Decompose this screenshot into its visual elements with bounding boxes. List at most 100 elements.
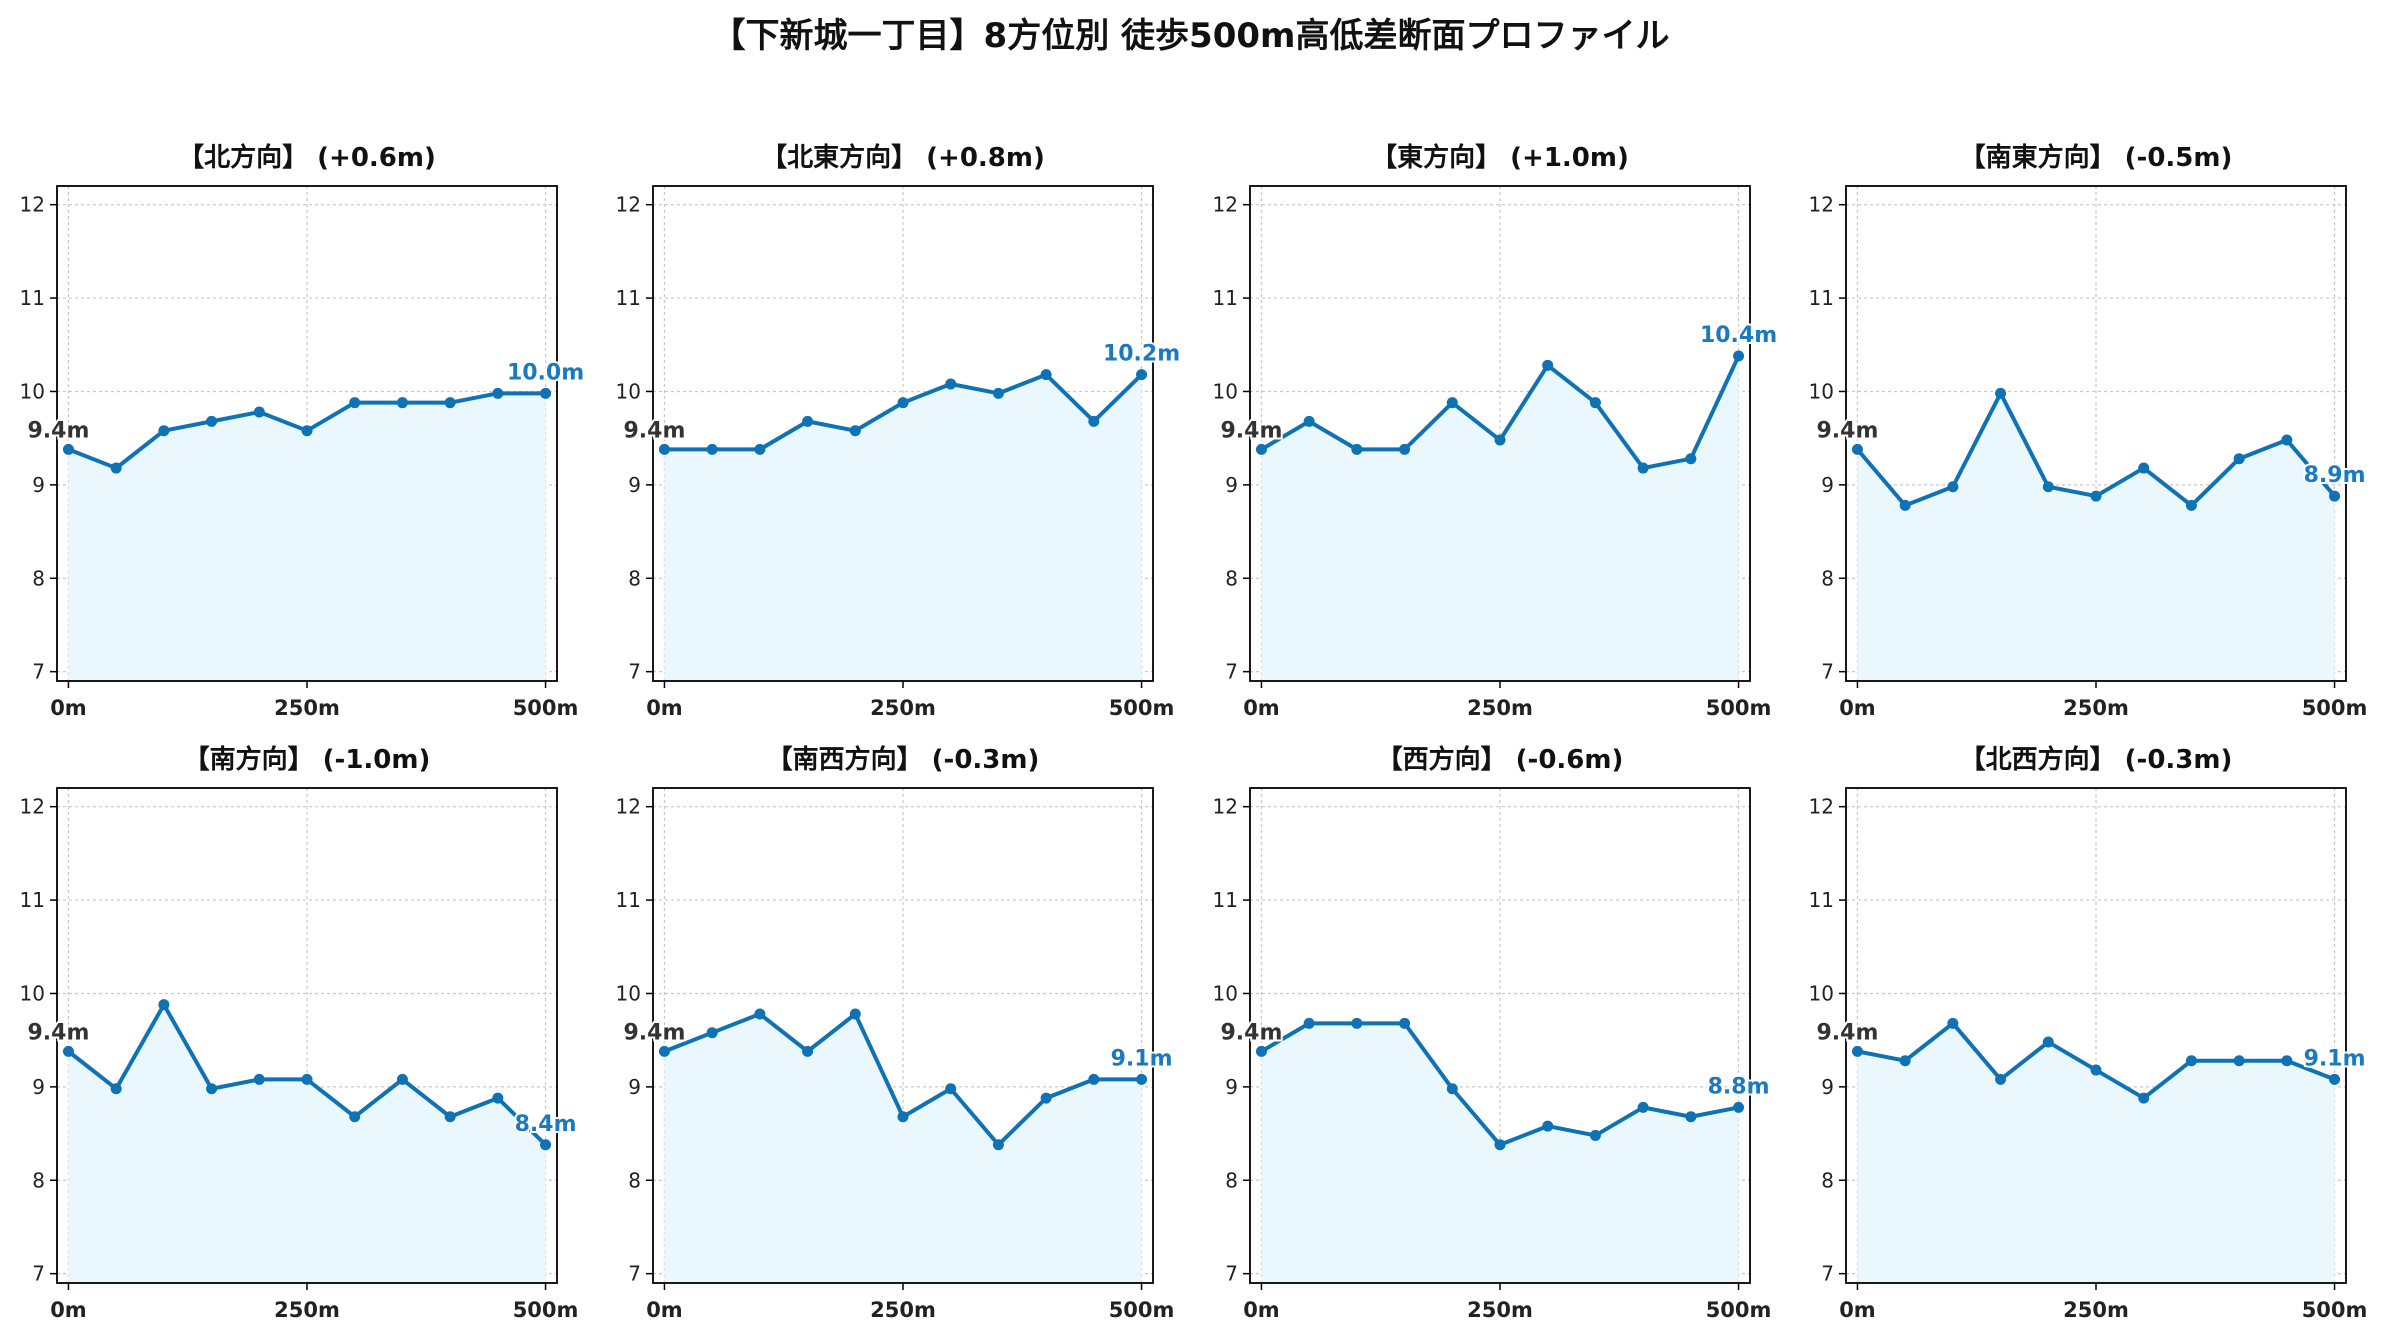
data-point: [897, 397, 909, 409]
start-elevation-label: 9.4m: [27, 1020, 89, 1045]
x-tick-label: 250m: [274, 1298, 340, 1322]
y-tick-label: 9: [1821, 1075, 1834, 1099]
x-tick-label: 500m: [513, 696, 579, 720]
y-tick-label: 9: [1225, 473, 1238, 497]
y-tick-label: 8: [1225, 1168, 1238, 1192]
y-tick-label: 12: [20, 193, 45, 217]
y-tick-label: 12: [1809, 795, 1834, 819]
data-point: [658, 443, 670, 455]
y-tick-label: 7: [32, 660, 45, 684]
y-tick-label: 7: [1821, 660, 1834, 684]
subplot-0: 【北方向】 (+0.6m) 7 8 9 10 11 12 0m 250m 500m 9.4m 10.0…: [20, 142, 587, 720]
data-point: [992, 387, 1004, 399]
data-point: [206, 1083, 218, 1095]
y-tick-label: 9: [1225, 1075, 1238, 1099]
plot-frame: [1845, 787, 2347, 1284]
y-tick-label: 9: [32, 473, 45, 497]
data-point: [658, 1045, 670, 1057]
y-tick-label: 10: [1809, 379, 1834, 403]
subplot-title: 【東方向】 (+1.0m): [1371, 142, 1629, 173]
data-point: [2090, 490, 2102, 502]
data-point: [1303, 415, 1315, 427]
plot-frame: [1249, 787, 1751, 1284]
data-point: [62, 443, 74, 455]
data-point: [2233, 1055, 2245, 1067]
profile-area: [68, 393, 546, 681]
data-point: [897, 1111, 909, 1123]
y-tick-label: 9: [628, 1075, 641, 1099]
data-point: [444, 1111, 456, 1123]
data-point: [754, 1008, 766, 1020]
data-point: [396, 397, 408, 409]
data-point: [2042, 1036, 2054, 1048]
data-point: [1351, 1017, 1363, 1029]
data-point: [2329, 1073, 2341, 1085]
profile-area: [664, 1014, 1142, 1283]
plot-frame: [652, 185, 1154, 682]
subplot-1: 【北東方向】 (+0.8m) 7 8 9 10 11 12 0m 250m 500m 9.4m 10.…: [616, 142, 1183, 720]
y-tick-label: 10: [616, 379, 641, 403]
data-point: [1733, 350, 1745, 362]
end-elevation-label: 8.9m: [2304, 463, 2366, 488]
plot-frame: [56, 787, 558, 1284]
subplot-title: 【北西方向】 (-0.3m): [1960, 744, 2233, 775]
figure-title: 【下新城一丁目】8方位別 徒歩500m高低差断面プロファイル: [711, 16, 1670, 56]
data-point: [1589, 1129, 1601, 1141]
y-tick-label: 9: [628, 473, 641, 497]
data-point: [1040, 1092, 1052, 1104]
y-tick-label: 11: [1809, 888, 1834, 912]
data-point: [1446, 397, 1458, 409]
data-point: [1399, 1017, 1411, 1029]
data-point: [62, 1045, 74, 1057]
data-point: [1303, 1017, 1315, 1029]
start-elevation-label: 9.4m: [623, 418, 685, 443]
start-elevation-label: 9.4m: [623, 1020, 685, 1045]
data-point: [1995, 387, 2007, 399]
x-tick-label: 0m: [1839, 696, 1876, 720]
x-tick-label: 250m: [870, 696, 936, 720]
x-tick-label: 0m: [1243, 696, 1280, 720]
plot-frame: [652, 787, 1154, 1284]
data-point: [158, 999, 170, 1011]
y-tick-label: 10: [1809, 981, 1834, 1005]
data-point: [1494, 434, 1506, 446]
data-point: [1040, 369, 1052, 381]
x-tick-label: 500m: [513, 1298, 579, 1322]
y-tick-label: 12: [20, 795, 45, 819]
y-tick-label: 8: [628, 1168, 641, 1192]
y-tick-label: 11: [1809, 286, 1834, 310]
data-point: [301, 1073, 313, 1085]
x-tick-label: 0m: [50, 696, 87, 720]
plot-frame: [1249, 185, 1751, 682]
x-tick-label: 250m: [870, 1298, 936, 1322]
data-point: [802, 415, 814, 427]
plot-frame: [1845, 185, 2347, 682]
data-point: [540, 387, 552, 399]
data-point: [158, 425, 170, 437]
x-tick-label: 250m: [274, 696, 340, 720]
data-point: [2090, 1064, 2102, 1076]
x-tick-label: 0m: [50, 1298, 87, 1322]
subplot-3: 【南東方向】 (-0.5m) 7 8 9 10 11 12 0m 250m 500m 9.4m 8.9…: [1809, 142, 2368, 720]
x-tick-label: 0m: [646, 1298, 683, 1322]
y-tick-label: 10: [616, 981, 641, 1005]
end-elevation-label: 10.4m: [1700, 323, 1777, 348]
y-tick-label: 7: [1225, 1262, 1238, 1286]
data-point: [1136, 1073, 1148, 1085]
y-tick-label: 7: [628, 1262, 641, 1286]
y-tick-label: 7: [32, 1262, 45, 1286]
y-tick-label: 10: [1213, 379, 1238, 403]
data-point: [2138, 462, 2150, 474]
x-tick-label: 0m: [646, 696, 683, 720]
subplot-6: 【西方向】 (-0.6m) 7 8 9 10 11 12 0m 250m 500m 9.4m 8.8m: [1213, 744, 1772, 1322]
data-point: [206, 415, 218, 427]
subplot-title: 【南東方向】 (-0.5m): [1960, 142, 2233, 173]
subplot-title: 【西方向】 (-0.6m): [1377, 744, 1624, 775]
y-tick-label: 12: [616, 795, 641, 819]
y-tick-label: 9: [32, 1075, 45, 1099]
data-point: [1136, 369, 1148, 381]
profile-area: [1857, 393, 2335, 681]
data-point: [396, 1073, 408, 1085]
data-point: [2042, 481, 2054, 493]
